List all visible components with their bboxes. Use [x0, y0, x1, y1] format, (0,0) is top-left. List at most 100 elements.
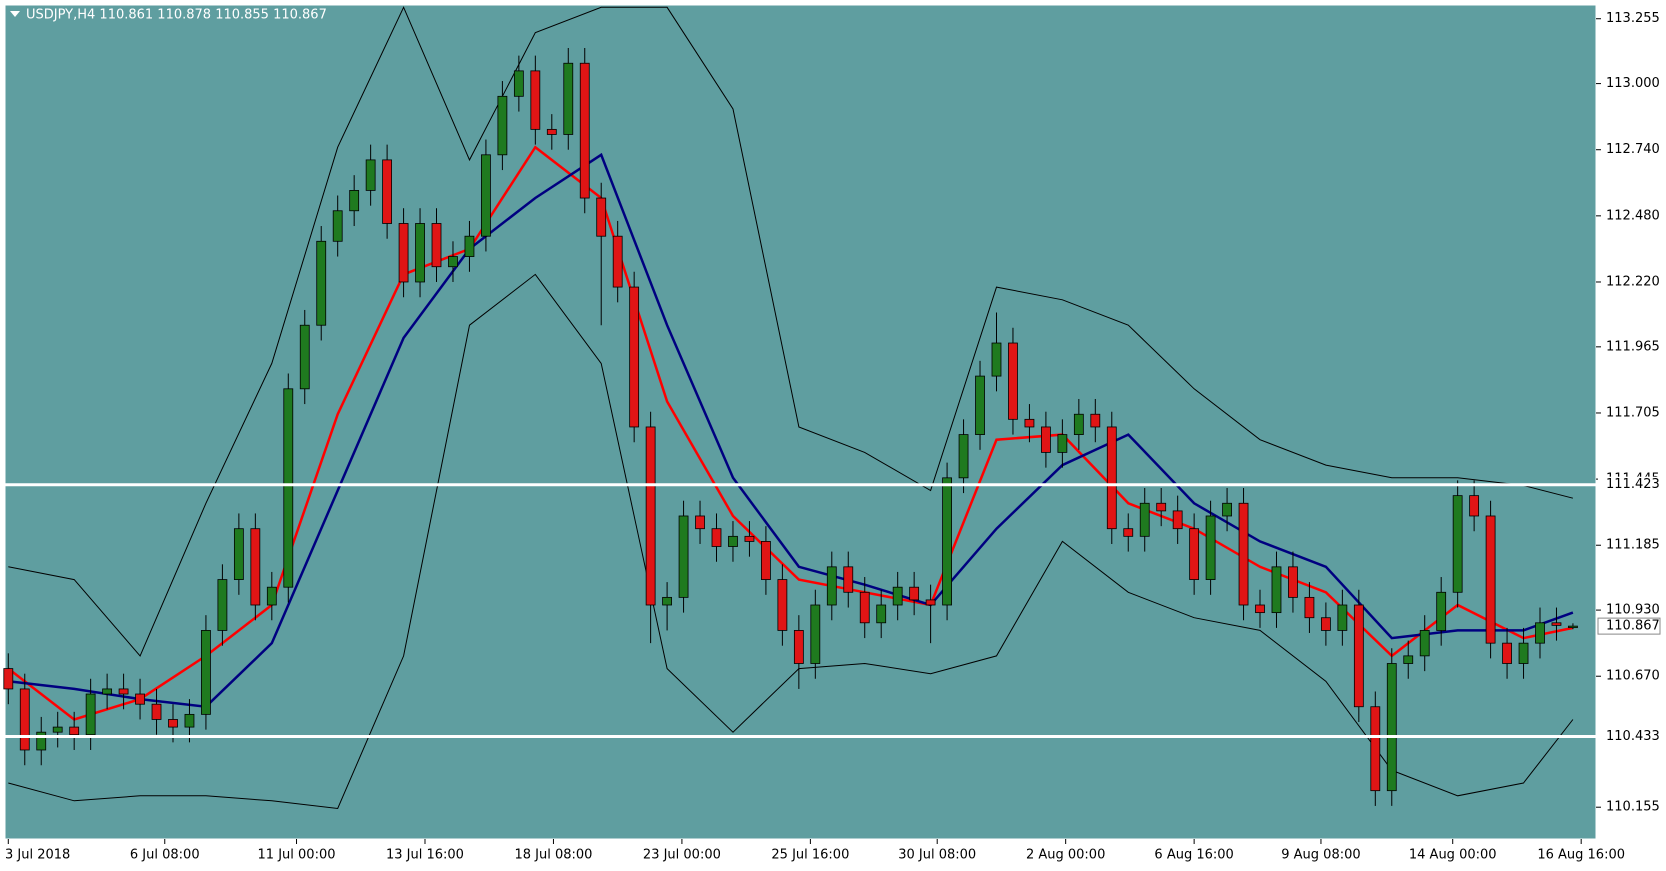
- candle-body: [744, 535, 755, 542]
- y-tick-label: 110.670: [1606, 669, 1660, 684]
- level-label-box: [1598, 728, 1660, 745]
- candle-body: [1189, 528, 1200, 580]
- candle-body: [1271, 566, 1282, 614]
- indicator-line: [8, 152, 1574, 709]
- candle-body: [1057, 434, 1068, 453]
- candle-body: [431, 223, 442, 268]
- y-tick-label: 111.705: [1606, 405, 1660, 420]
- candle-body: [365, 159, 376, 191]
- candle-body: [52, 726, 63, 733]
- candle-body: [135, 693, 145, 705]
- price-label: 110.867: [1606, 619, 1660, 634]
- candle-body: [332, 210, 343, 242]
- candle-body: [1255, 604, 1265, 614]
- candle-body: [975, 375, 985, 435]
- candle-body: [695, 515, 705, 530]
- candle-body: [151, 703, 162, 720]
- candle-body: [19, 688, 30, 751]
- collapse-icon[interactable]: [10, 11, 20, 17]
- x-tick-label: 23 Jul 00:00: [643, 848, 721, 863]
- candle-body: [1172, 510, 1183, 530]
- candle-body: [546, 128, 557, 135]
- candle-body: [464, 235, 475, 257]
- candle-body: [1222, 502, 1232, 517]
- candle-body: [1073, 413, 1084, 435]
- candle-body: [958, 434, 969, 479]
- x-tick-label: 13 Jul 16:00: [386, 848, 464, 863]
- candle-body: [448, 256, 458, 268]
- x-tick-label: 6 Aug 16:00: [1154, 848, 1233, 863]
- x-tick-label: 25 Jul 16:00: [771, 848, 849, 863]
- candle-body: [233, 528, 244, 580]
- y-tick-label: 111.185: [1606, 538, 1660, 553]
- x-tick-label: 11 Jul 00:00: [258, 848, 336, 863]
- candle-body: [629, 286, 640, 428]
- x-tick-label: 6 Jul 08:00: [130, 848, 200, 863]
- candle-body: [859, 591, 870, 624]
- candle-body: [645, 426, 656, 606]
- candle-body: [991, 342, 1002, 377]
- x-tick-label: 30 Jul 08:00: [898, 848, 976, 863]
- x-tick-label: 18 Jul 08:00: [514, 848, 592, 863]
- candle-body: [1106, 426, 1117, 530]
- candle-body: [678, 515, 689, 598]
- candle-body: [1304, 596, 1315, 619]
- candle-body: [1041, 426, 1051, 453]
- candle-body: [1502, 642, 1512, 664]
- y-tick-label: 113.255: [1606, 11, 1660, 26]
- candle-body: [662, 596, 672, 606]
- candle-body: [3, 668, 14, 690]
- x-tick-label: 14 Aug 00:00: [1409, 848, 1497, 863]
- candle-body: [1436, 591, 1447, 631]
- y-tick-label: 110.155: [1606, 800, 1660, 815]
- plot-area: [4, 4, 1597, 840]
- y-tick-label: 111.965: [1606, 339, 1660, 354]
- level-label: 110.433: [1606, 729, 1660, 744]
- candle-body: [1288, 566, 1298, 598]
- candle-body: [118, 688, 129, 695]
- candle-body: [876, 604, 887, 624]
- y-tick-label: 112.220: [1606, 274, 1660, 289]
- candle-body: [415, 223, 425, 283]
- candle-body: [349, 190, 360, 212]
- candle-body: [168, 719, 178, 728]
- candle-body: [283, 388, 294, 588]
- candle-body: [1205, 515, 1216, 580]
- candle-body: [909, 586, 920, 601]
- candle-body: [925, 599, 936, 606]
- candle-body: [1156, 502, 1167, 512]
- candle-body: [563, 62, 574, 135]
- candle-body: [892, 586, 903, 606]
- candle-body: [382, 159, 393, 224]
- candle-body: [497, 95, 508, 156]
- candle-body: [777, 579, 788, 631]
- candle-body: [299, 324, 310, 390]
- candle-body: [728, 535, 738, 547]
- candle-body: [1353, 604, 1364, 708]
- candle-body: [1568, 625, 1578, 629]
- candle-body: [1090, 413, 1101, 428]
- x-tick-label: 9 Aug 08:00: [1281, 848, 1360, 863]
- candle-body: [1238, 502, 1249, 606]
- candle-body: [36, 731, 47, 751]
- candle-body: [942, 477, 952, 606]
- x-tick-label: 3 Jul 2018: [5, 848, 70, 863]
- chart-title: USDJPY,H4 110.861 110.878 110.855 110.86…: [26, 8, 327, 23]
- candle-body: [1123, 528, 1134, 537]
- candle-body: [316, 240, 327, 326]
- indicator-line: [8, 6, 1574, 657]
- candle-body: [843, 566, 854, 593]
- candle-body: [1403, 655, 1414, 664]
- candle-body: [266, 586, 277, 606]
- candle-body: [1535, 622, 1545, 644]
- candle-body: [810, 604, 821, 664]
- y-tick-label: 110.930: [1606, 603, 1660, 618]
- candle-body: [1518, 642, 1529, 664]
- candle-body: [1139, 502, 1150, 537]
- y-tick-label: 112.480: [1606, 208, 1660, 223]
- candle-body: [530, 70, 541, 130]
- candle-body: [1320, 617, 1331, 631]
- level-label-box: [1598, 476, 1660, 493]
- candle-body: [1024, 418, 1035, 428]
